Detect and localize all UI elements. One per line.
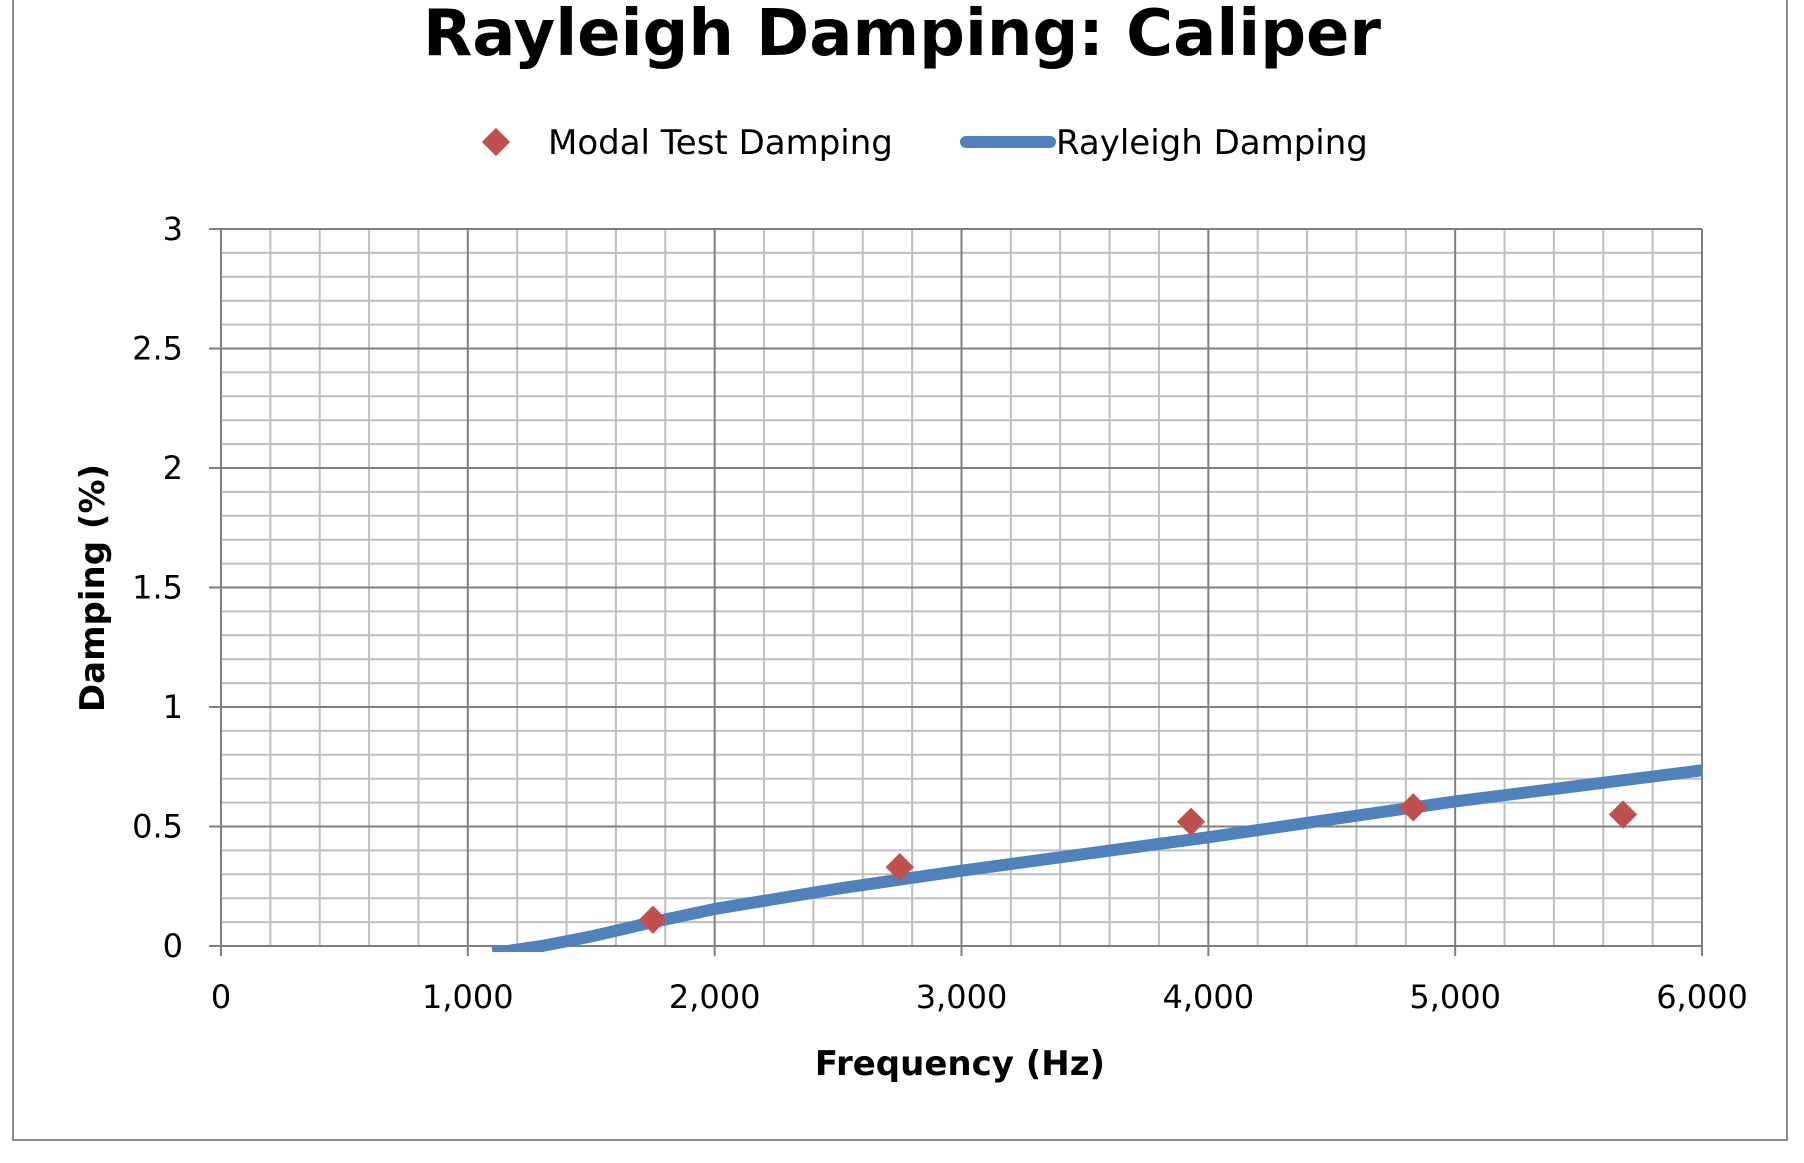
legend-label-modal-test-damping: Modal Test Damping <box>548 123 893 163</box>
data-point-modal-test-damping <box>1399 793 1428 822</box>
x-tick-label: 4,000 <box>1163 978 1255 1016</box>
legend-item-modal-test-damping: Modal Test Damping <box>481 123 893 163</box>
y-axis-ticks: 0 0.5 1 1.5 2 2.5 3 <box>132 210 183 965</box>
y-tick-label: 2 <box>163 449 183 487</box>
x-axis-ticks: 0 1,000 2,000 3,000 4,000 5,000 6,000 <box>211 978 1748 1016</box>
chart-title: Rayleigh Damping: Caliper <box>423 0 1381 71</box>
y-tick-label: 0.5 <box>132 808 183 846</box>
data-point-modal-test-damping <box>638 905 668 934</box>
y-tick-label: 1 <box>163 688 183 726</box>
grid-major <box>209 228 1703 956</box>
legend-item-rayleigh-damping: Rayleigh Damping <box>960 123 1368 163</box>
legend-diamond-marker-icon <box>481 127 511 157</box>
x-axis-title: Frequency (Hz) <box>815 1044 1105 1084</box>
x-tick-label: 3,000 <box>916 978 1008 1016</box>
series-rayleigh-damping <box>491 764 1703 952</box>
x-tick-label: 6,000 <box>1656 978 1748 1016</box>
x-tick-label: 5,000 <box>1409 978 1501 1016</box>
legend: Modal Test Damping Rayleigh Damping <box>481 123 1368 163</box>
y-axis-title: Damping (%) <box>73 464 113 712</box>
x-tick-label: 1,000 <box>422 978 514 1016</box>
data-point-modal-test-damping <box>1176 807 1206 836</box>
series-line-rayleigh-damping <box>491 764 1703 952</box>
y-tick-label: 3 <box>163 210 183 248</box>
chart-frame <box>12 0 1788 1141</box>
y-tick-label: 1.5 <box>132 569 183 607</box>
x-tick-label: 0 <box>211 978 231 1016</box>
data-point-modal-test-damping <box>1608 800 1638 829</box>
x-tick-label: 2,000 <box>669 978 761 1016</box>
series-modal-test-damping <box>638 793 1638 934</box>
legend-label-rayleigh-damping: Rayleigh Damping <box>1056 123 1368 163</box>
y-tick-label: 0 <box>163 927 183 965</box>
y-tick-label: 2.5 <box>132 330 183 368</box>
data-point-modal-test-damping <box>885 852 914 882</box>
